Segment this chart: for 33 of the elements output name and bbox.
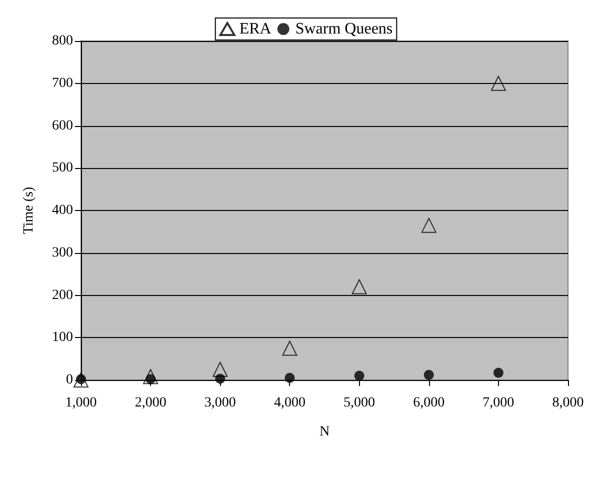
- y-tick-label: 400: [52, 203, 73, 218]
- x-tick-label: 2,000: [134, 396, 166, 410]
- y-tick-label: 600: [52, 118, 73, 134]
- point: [74, 372, 88, 388]
- x-tick-label: 1,000: [65, 396, 97, 410]
- legend-label: ERA: [239, 20, 272, 38]
- y-tick-label: 0: [66, 372, 73, 388]
- point: [143, 369, 158, 384]
- point: [424, 370, 434, 380]
- legend-label: Swarm Queens: [295, 20, 393, 38]
- point: [282, 340, 298, 356]
- y-tick-label: 100: [52, 330, 73, 346]
- y-tick-label: 500: [52, 160, 73, 176]
- x-tick-label: 7,000: [482, 396, 514, 410]
- x-tick-label: 8,000: [552, 396, 584, 410]
- point: [212, 362, 228, 377]
- y-axis-title: Time (s): [22, 186, 36, 234]
- x-tick-label: 4,000: [274, 396, 306, 410]
- y-tick-label: 700: [52, 76, 73, 91]
- point: [215, 374, 226, 384]
- x-axis-title: N: [319, 424, 330, 440]
- point: [352, 279, 367, 294]
- x-tick-label: 6,000: [413, 396, 445, 410]
- y-tick-label: 300: [52, 245, 73, 260]
- y-tick-label: 800: [52, 34, 73, 48]
- point: [421, 218, 436, 233]
- x-tick-label: 5,000: [344, 396, 376, 410]
- x-tick-label: 3,000: [204, 396, 236, 410]
- point: [354, 370, 364, 381]
- point: [493, 368, 504, 378]
- y-tick-label: 200: [52, 288, 73, 303]
- point: [284, 372, 295, 383]
- point: [490, 76, 506, 91]
